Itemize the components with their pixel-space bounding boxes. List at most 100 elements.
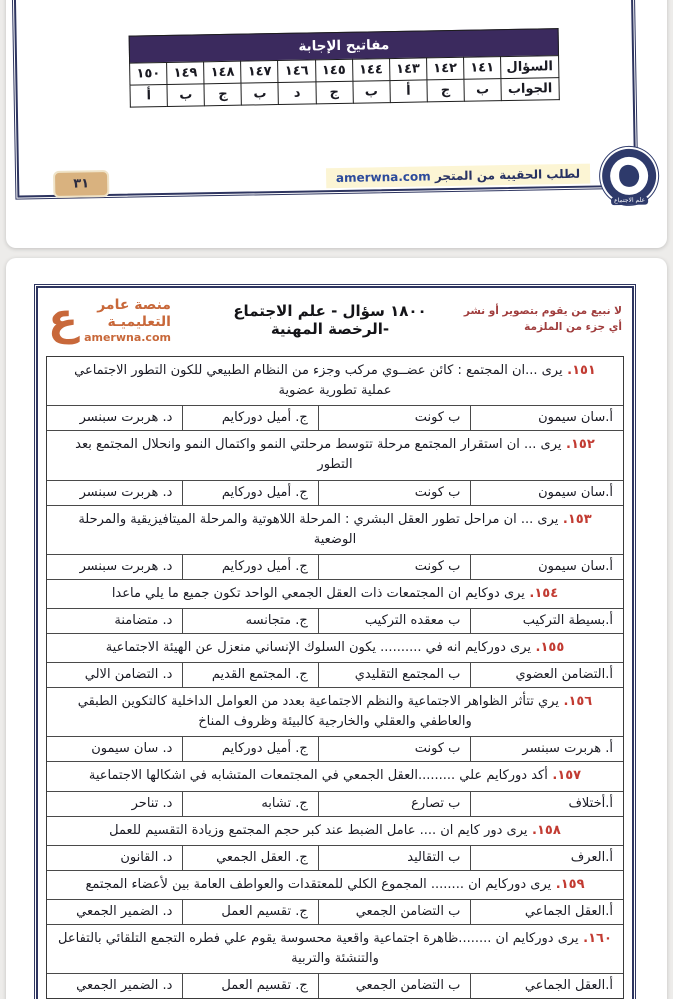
logo-line1: منصة عامر [97, 296, 171, 313]
question-number-cell: ١٤٧ [240, 60, 279, 84]
question-block: ١٥٥. يرى دوركايم انه في .......... يكون … [47, 632, 623, 688]
question-block: ١٥٢. يرى ... ان استقرار المجتمع مرحلة تت… [47, 430, 623, 505]
question-number: ١٦٠. [578, 930, 612, 946]
question-number: ١٥٤. [524, 585, 559, 601]
option-cell: ج. أميل دوركايم [182, 406, 317, 431]
question-text: يرى دوركايم ان ........ المجموع الكلي لل… [85, 876, 552, 892]
question-number: ١٥١. [562, 363, 596, 378]
questions-table: ١٥١. يرى ...ان المجتمع : كائن عضــوي مرك… [46, 356, 624, 999]
options-row: أ.بسيطة التركيب ب معقده التركيب ج. متجانسه… [47, 607, 623, 633]
option-cell: ج. المجتمع القديم [182, 663, 317, 688]
question-text-row: ١٥٧. أكد دوركايم علي .........العقل الجم… [47, 762, 623, 790]
option-cell: ج. أميل دوركايم [182, 554, 317, 579]
question-number-cell: ١٤٨ [203, 61, 242, 84]
option-cell: د. القانون [120, 849, 173, 865]
question-block: ١٦٠. يرى دوركايم ان ........ظاهرة اجتماع… [47, 923, 623, 999]
logo-ain-icon: ع [48, 294, 79, 345]
option-cell: د. الضمير الجمعي [76, 978, 173, 994]
option-cell: ب التقاليد [317, 845, 471, 870]
option-cell: د. هربرت سبنسر [79, 410, 173, 426]
options-row: أ.العقل الجماعي ب التضامن الجمعي ج. تقسيم … [47, 973, 623, 999]
option-cell: أ.العرف [470, 845, 623, 870]
question-text-row: ١٥٤. يرى دوكايم ان المجتمعات ذات العقل ا… [47, 580, 623, 608]
copyright-warning: لا نبيع من يقوم بتصوير أو نشر أي جزء من … [463, 305, 622, 333]
question-text: يرى دوركايم ان ........ظاهرة اجتماعية وا… [58, 930, 579, 966]
question-number-cell: ١٤١ [463, 56, 501, 80]
answer-letter-cell: أ [129, 84, 168, 108]
option-cell: ج. العقل الجمعي [182, 845, 317, 870]
option-cell: د. متضامنة [114, 612, 173, 628]
answer-letter-cell: ج [315, 81, 353, 104]
question-block: ١٥٨. يرى دور كايم ان .... عامل الضبط عند… [47, 815, 623, 870]
options-row: أ.أختلاف ب تصارع ج. تشابه د. تناحر [47, 790, 623, 816]
option-cell: ج. أميل دوركايم [182, 737, 317, 762]
option-cell: د. تناحر [131, 795, 173, 811]
question-number-cell: ١٥٠ [129, 62, 168, 86]
answer-letter-cell: ج [426, 79, 465, 102]
answer-letter-cell: د [278, 81, 316, 105]
option-cell: أ. هربرت سبنسر [470, 737, 623, 762]
sociology-seal-logo: علم الاجتماع [601, 148, 657, 206]
option-cell: أ.العقل الجماعي [470, 974, 623, 999]
options-row: أ. هربرت سبنسر ب كونت ج. أميل دوركايم د. سا… [47, 736, 623, 762]
question-block: ١٥٤. يرى دوكايم ان المجتمعات ذات العقل ا… [47, 578, 623, 633]
question-number: ١٥٦. [558, 694, 593, 710]
question-block: ١٥٩. يرى دوركايم ان ........ المجموع الك… [47, 869, 623, 924]
option-cell: ج. متجانسه [182, 608, 317, 633]
option-cell: ب كونت [317, 737, 471, 762]
page-2: لا نبيع من يقوم بتصوير أو نشر أي جزء من … [6, 258, 667, 999]
option-cell: د. التضامن الالي [84, 667, 173, 683]
option-cell: ب التضامن الجمعي [317, 974, 471, 999]
question-number-cell: ١٤٢ [426, 57, 464, 80]
logo-line2: التعليميـة [107, 313, 171, 330]
option-cell: ج. تشابه [182, 791, 317, 816]
question-text-row: ١٥٣. يرى ... ان مراحل تطور العقل البشري … [47, 506, 623, 554]
option-cell: أ.سان سيمون [470, 480, 623, 505]
question-block: ١٥٦. يري تتأثر الظواهر الاجتماعية والنظم… [47, 687, 623, 762]
question-block: ١٥١. يرى ...ان المجتمع : كائن عضــوي مرك… [47, 357, 623, 431]
options-row: أ.التضامن العضوي ب المجتمع التقليدي ج. الم… [47, 662, 623, 688]
question-block: ١٥٣. يرى ... ان مراحل تطور العقل البشري … [47, 504, 623, 579]
question-number-cell: ١٤٣ [389, 57, 427, 81]
answer-letter-cell: ب [463, 78, 502, 102]
question-text-row: ١٥١. يرى ...ان المجتمع : كائن عضــوي مرك… [47, 357, 623, 405]
seal-banner-label: علم الاجتماع [611, 196, 649, 206]
question-text-row: ١٥٨. يرى دور كايم ان .... عامل الضبط عند… [47, 817, 623, 845]
option-cell: أ.سان سيمون [470, 406, 623, 431]
question-text: يرى دوكايم ان المجتمعات ذات العقل الجمعي… [111, 585, 525, 601]
seal-emblem-icon [609, 156, 649, 196]
question-text: يرى دور كايم ان .... عامل الضبط عند كبر … [109, 822, 528, 838]
option-cell: ب المجتمع التقليدي [317, 663, 471, 688]
answer-key-values: السؤال ١٤١ ١٤٢ ١٤٣ ١٤٤ ١٤٥ ١٤٦ ١٤٧ ١٤٨ ١٤٩ ١٥٠ الجو… [129, 55, 560, 108]
option-cell: أ.بسيطة التركيب [470, 608, 623, 633]
question-text-row: ١٦٠. يرى دوركايم ان ........ظاهرة اجتماع… [47, 925, 623, 973]
options-row: أ.سان سيمون ب كونت ج. أميل دوركايم د. هربرت… [47, 553, 623, 579]
question-text-row: ١٥٢. يرى ... ان استقرار المجتمع مرحلة تت… [47, 431, 623, 479]
answer-letter-cell: ب [167, 83, 205, 107]
question-text: يري تتأثر الظواهر الاجتماعية والنظم الاج… [77, 694, 559, 730]
booklet-title: ١٨٠٠ سؤال - علم الاجتماع -الرخصة المهنية [233, 302, 427, 338]
platform-logo: ع منصة عامر التعليميـة amerwna.com [48, 297, 198, 344]
answer-key-table: مفاتيح الإجابة السؤال ١٤١ ١٤٢ ١٤٣ ١٤٤ ١٤٥ ١٤٦ ١… [128, 28, 560, 108]
question-text: أكد دوركايم علي .........العقل الجمعي في… [88, 768, 548, 784]
logo-domain[interactable]: amerwna.com [84, 330, 171, 344]
page-1: مفاتيح الإجابة السؤال ١٤١ ١٤٢ ١٤٣ ١٤٤ ١٤٥ ١٤٦ ١… [6, 0, 667, 248]
answer-key-grid: السؤال ١٤١ ١٤٢ ١٤٣ ١٤٤ ١٤٥ ١٤٦ ١٤٧ ١٤٨ ١٤٩ ١٥٠ الجو… [129, 55, 560, 108]
question-text: يرى دوركايم انه في .......... يكون السلو… [105, 639, 532, 655]
option-cell: ج. تقسيم العمل [182, 974, 317, 999]
store-domain-link[interactable]: amerwna.com [335, 169, 431, 186]
answer-letters-row-label: الجواب [500, 77, 560, 101]
page-number-badge: ٣١ [52, 169, 110, 198]
options-row: أ.سان سيمون ب كونت ج. أميل دوركايم د. هربرت… [47, 405, 623, 431]
option-cell: د. الضمير الجمعي [76, 903, 173, 919]
question-text: يرى ...ان المجتمع : كائن عضــوي مركب وجز… [74, 363, 563, 399]
option-cell: ب كونت [317, 406, 471, 431]
option-cell: د. هربرت سبنسر [79, 484, 173, 500]
option-cell: ج. تقسيم العمل [182, 899, 317, 924]
question-text: يرى ... ان مراحل تطور العقل البشري : الم… [78, 511, 559, 547]
question-text: يرى ... ان استقرار المجتمع مرحلة تتوسط م… [75, 437, 562, 473]
answer-letter-cell: ب [241, 82, 279, 106]
option-cell: أ.التضامن العضوي [470, 663, 623, 688]
option-cell: أ.أختلاف [470, 791, 623, 816]
option-cell: ب كونت [317, 554, 471, 579]
